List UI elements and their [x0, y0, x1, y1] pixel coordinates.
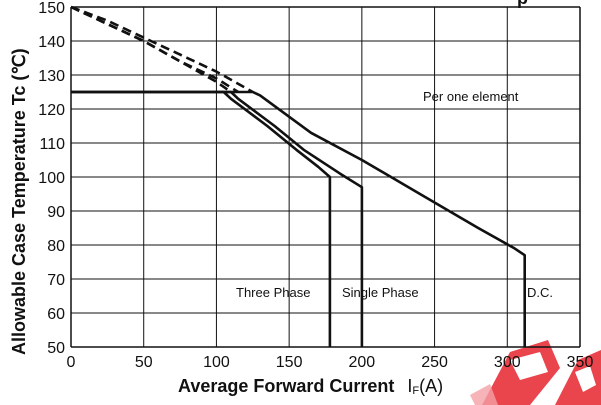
x-tick-label: 350 [567, 354, 594, 371]
annotation-three-phase: Three Phase [236, 285, 310, 300]
series-line-d-c- [71, 90, 526, 347]
y-tick-label: 130 [38, 68, 65, 85]
y-tick-label: 80 [47, 238, 65, 255]
annotation-single-phase: Single Phase [342, 285, 419, 300]
x-tick-label: 0 [67, 354, 76, 371]
x-tick-label: 100 [203, 354, 230, 371]
x-tick-label: 250 [421, 354, 448, 371]
y-tick-label: 150 [38, 0, 65, 17]
y-tick-label: 100 [38, 170, 65, 187]
y-tick-label: 90 [47, 204, 65, 221]
annotation-per-one-element: Per one element [423, 89, 519, 104]
y-tick-label: 70 [47, 272, 65, 289]
dashed-series-line [70, 5, 232, 94]
annotation-dc: D.C. [527, 285, 553, 300]
y-tick-label: 60 [47, 306, 65, 323]
series-line-single-phase [71, 90, 364, 347]
watermark-logo [470, 340, 601, 405]
series-group [70, 5, 526, 347]
x-axis-title: Average Forward Current IF(A) [178, 376, 443, 397]
grid-lines [70, 6, 581, 348]
dashed-series-line [70, 5, 254, 94]
y-tick-label: 110 [39, 136, 65, 153]
y-tick-label: 50 [47, 340, 65, 357]
x-tick-label: 200 [349, 354, 376, 371]
series-line-three-phase [71, 90, 332, 347]
tick-labels: 0 50 100 150 200 250 300 3505060708090100110120… [38, 0, 593, 371]
x-axis-title-text: Average Forward Current [178, 376, 394, 396]
x-axis-subscript: F [412, 385, 419, 397]
x-axis-symbol: I [407, 376, 412, 396]
chart-title-fragment: p [517, 0, 528, 8]
y-tick-label: 120 [38, 102, 65, 119]
y-axis-title: Allowable Case Temperature Tc (℃) [9, 48, 29, 355]
y-tick-label: 140 [38, 34, 65, 51]
x-tick-label: 150 [276, 354, 303, 371]
x-axis-unit: (A) [419, 376, 443, 396]
x-tick-label: 300 [494, 354, 521, 371]
x-tick-label: 50 [135, 354, 153, 371]
